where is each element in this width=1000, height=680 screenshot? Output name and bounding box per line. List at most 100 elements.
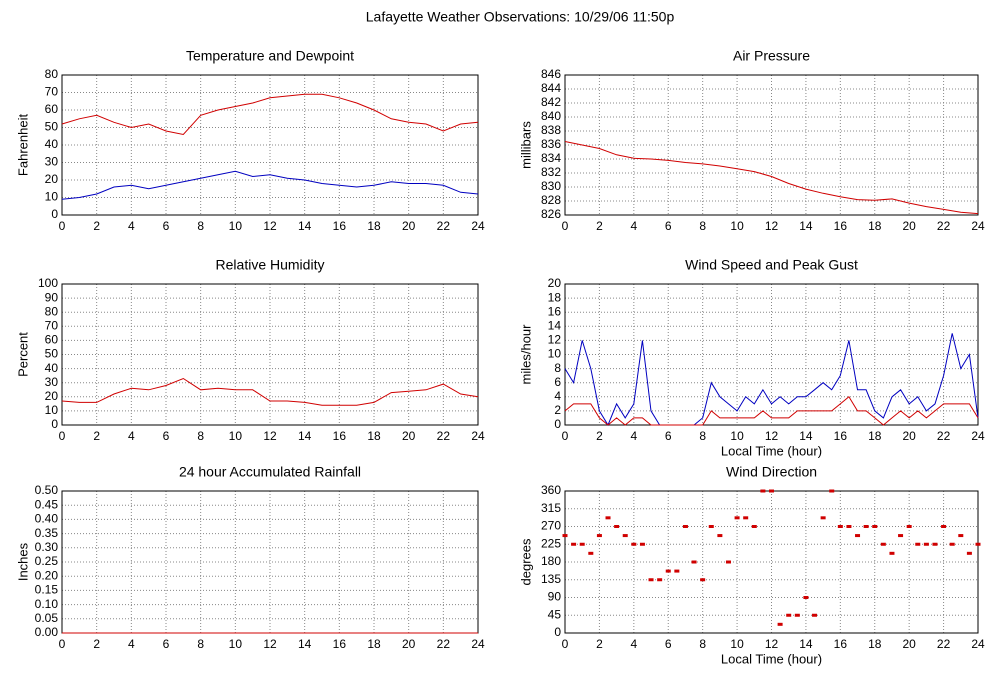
x-tick-label: 10 — [229, 637, 243, 651]
x-tick-label: 6 — [163, 429, 170, 443]
direction-point — [571, 542, 577, 546]
x-tick-label: 4 — [630, 429, 637, 443]
y-axis-label: Fahrenheit — [15, 114, 30, 177]
y-tick-label: 4 — [554, 389, 561, 403]
x-tick-label: 24 — [971, 637, 985, 651]
y-tick-label: 14 — [548, 318, 562, 332]
y-tick-label: 60 — [45, 333, 59, 347]
direction-point — [975, 542, 981, 546]
direction-point — [803, 596, 809, 599]
y-tick-label: 315 — [541, 501, 561, 515]
x-tick-label: 22 — [937, 429, 951, 443]
x-tick-label: 16 — [834, 637, 848, 651]
plot-frame — [564, 74, 979, 216]
plot-frame — [61, 74, 479, 216]
y-tick-label: 0.30 — [35, 540, 59, 554]
x-tick-label: 6 — [163, 637, 170, 651]
y-tick-label: 0 — [51, 417, 58, 431]
x-tick-label: 10 — [229, 219, 243, 233]
y-tick-label: 10 — [45, 403, 59, 417]
plot-frame — [61, 283, 479, 426]
y-tick-label: 16 — [548, 304, 562, 318]
x-tick-label: 6 — [665, 637, 672, 651]
y-tick-label: 20 — [45, 389, 59, 403]
direction-point — [614, 525, 620, 528]
direction-point — [734, 516, 740, 520]
x-tick-label: 2 — [596, 637, 603, 651]
y-tick-label: 838 — [541, 123, 561, 137]
x-tick-label: 12 — [263, 429, 277, 443]
direction-point — [596, 534, 602, 538]
y-tick-label: 2 — [554, 403, 561, 417]
y-tick-label: 0.25 — [35, 554, 59, 568]
x-tick-label: 16 — [834, 429, 848, 443]
y-tick-label: 0.50 — [35, 483, 59, 497]
direction-point — [794, 613, 800, 617]
direction-point — [820, 516, 826, 520]
direction-point — [786, 613, 792, 617]
x-tick-label: 18 — [868, 429, 882, 443]
direction-point — [915, 542, 921, 546]
y-tick-label: 0 — [554, 417, 561, 431]
direction-point — [588, 551, 594, 555]
direction-point — [880, 542, 886, 546]
direction-point — [700, 578, 706, 582]
x-tick-label: 12 — [765, 219, 779, 233]
x-tick-label: 20 — [402, 637, 416, 651]
y-tick-label: 6 — [554, 375, 561, 389]
x-tick-label: 22 — [437, 219, 451, 233]
x-tick-label: 0 — [59, 637, 66, 651]
x-tick-label: 20 — [902, 637, 916, 651]
x-axis-label: Local Time (hour) — [721, 443, 822, 458]
direction-point — [837, 525, 843, 528]
x-tick-label: 10 — [730, 219, 744, 233]
y-tick-label: 834 — [541, 151, 561, 165]
chart-title: Temperature and Dewpoint — [186, 48, 354, 64]
direction-point — [648, 578, 654, 582]
plot-frame — [564, 283, 979, 426]
direction-point — [966, 551, 972, 555]
y-tick-label: 30 — [45, 155, 59, 169]
direction-point — [622, 534, 628, 538]
x-tick-label: 10 — [229, 429, 243, 443]
series-line — [564, 141, 979, 215]
direction-point — [657, 578, 663, 582]
x-tick-label: 8 — [699, 219, 706, 233]
series-line — [61, 377, 479, 406]
y-tick-label: 270 — [541, 519, 561, 533]
direction-point — [631, 542, 637, 546]
x-tick-label: 4 — [630, 219, 637, 233]
y-tick-label: 10 — [548, 347, 562, 361]
x-tick-label: 2 — [93, 429, 100, 443]
y-tick-label: 90 — [548, 590, 562, 604]
x-tick-label: 4 — [128, 637, 135, 651]
y-tick-label: 180 — [541, 554, 561, 568]
x-tick-label: 6 — [163, 219, 170, 233]
x-tick-label: 2 — [93, 219, 100, 233]
y-axis-label: Inches — [15, 542, 30, 581]
x-tick-label: 8 — [699, 429, 706, 443]
x-tick-label: 22 — [437, 637, 451, 651]
y-tick-label: 225 — [541, 536, 561, 550]
y-tick-label: 12 — [548, 333, 562, 347]
x-tick-label: 24 — [471, 219, 485, 233]
x-tick-label: 2 — [596, 429, 603, 443]
y-tick-label: 842 — [541, 95, 561, 109]
y-tick-label: 20 — [548, 276, 562, 290]
x-tick-label: 12 — [263, 637, 277, 651]
x-tick-label: 20 — [902, 219, 916, 233]
direction-point — [769, 489, 774, 493]
y-axis-label: degrees — [518, 538, 533, 585]
y-tick-label: 836 — [541, 137, 561, 151]
x-tick-label: 24 — [971, 219, 985, 233]
x-tick-label: 18 — [367, 219, 381, 233]
y-tick-label: 10 — [45, 190, 59, 204]
chart-title: 24 hour Accumulated Rainfall — [179, 464, 361, 480]
y-tick-label: 0.10 — [35, 597, 59, 611]
direction-point — [639, 542, 645, 546]
y-axis-label: millibars — [518, 121, 533, 169]
x-tick-label: 6 — [665, 429, 672, 443]
x-tick-label: 14 — [799, 219, 813, 233]
x-tick-label: 2 — [93, 637, 100, 651]
x-tick-label: 14 — [298, 429, 312, 443]
